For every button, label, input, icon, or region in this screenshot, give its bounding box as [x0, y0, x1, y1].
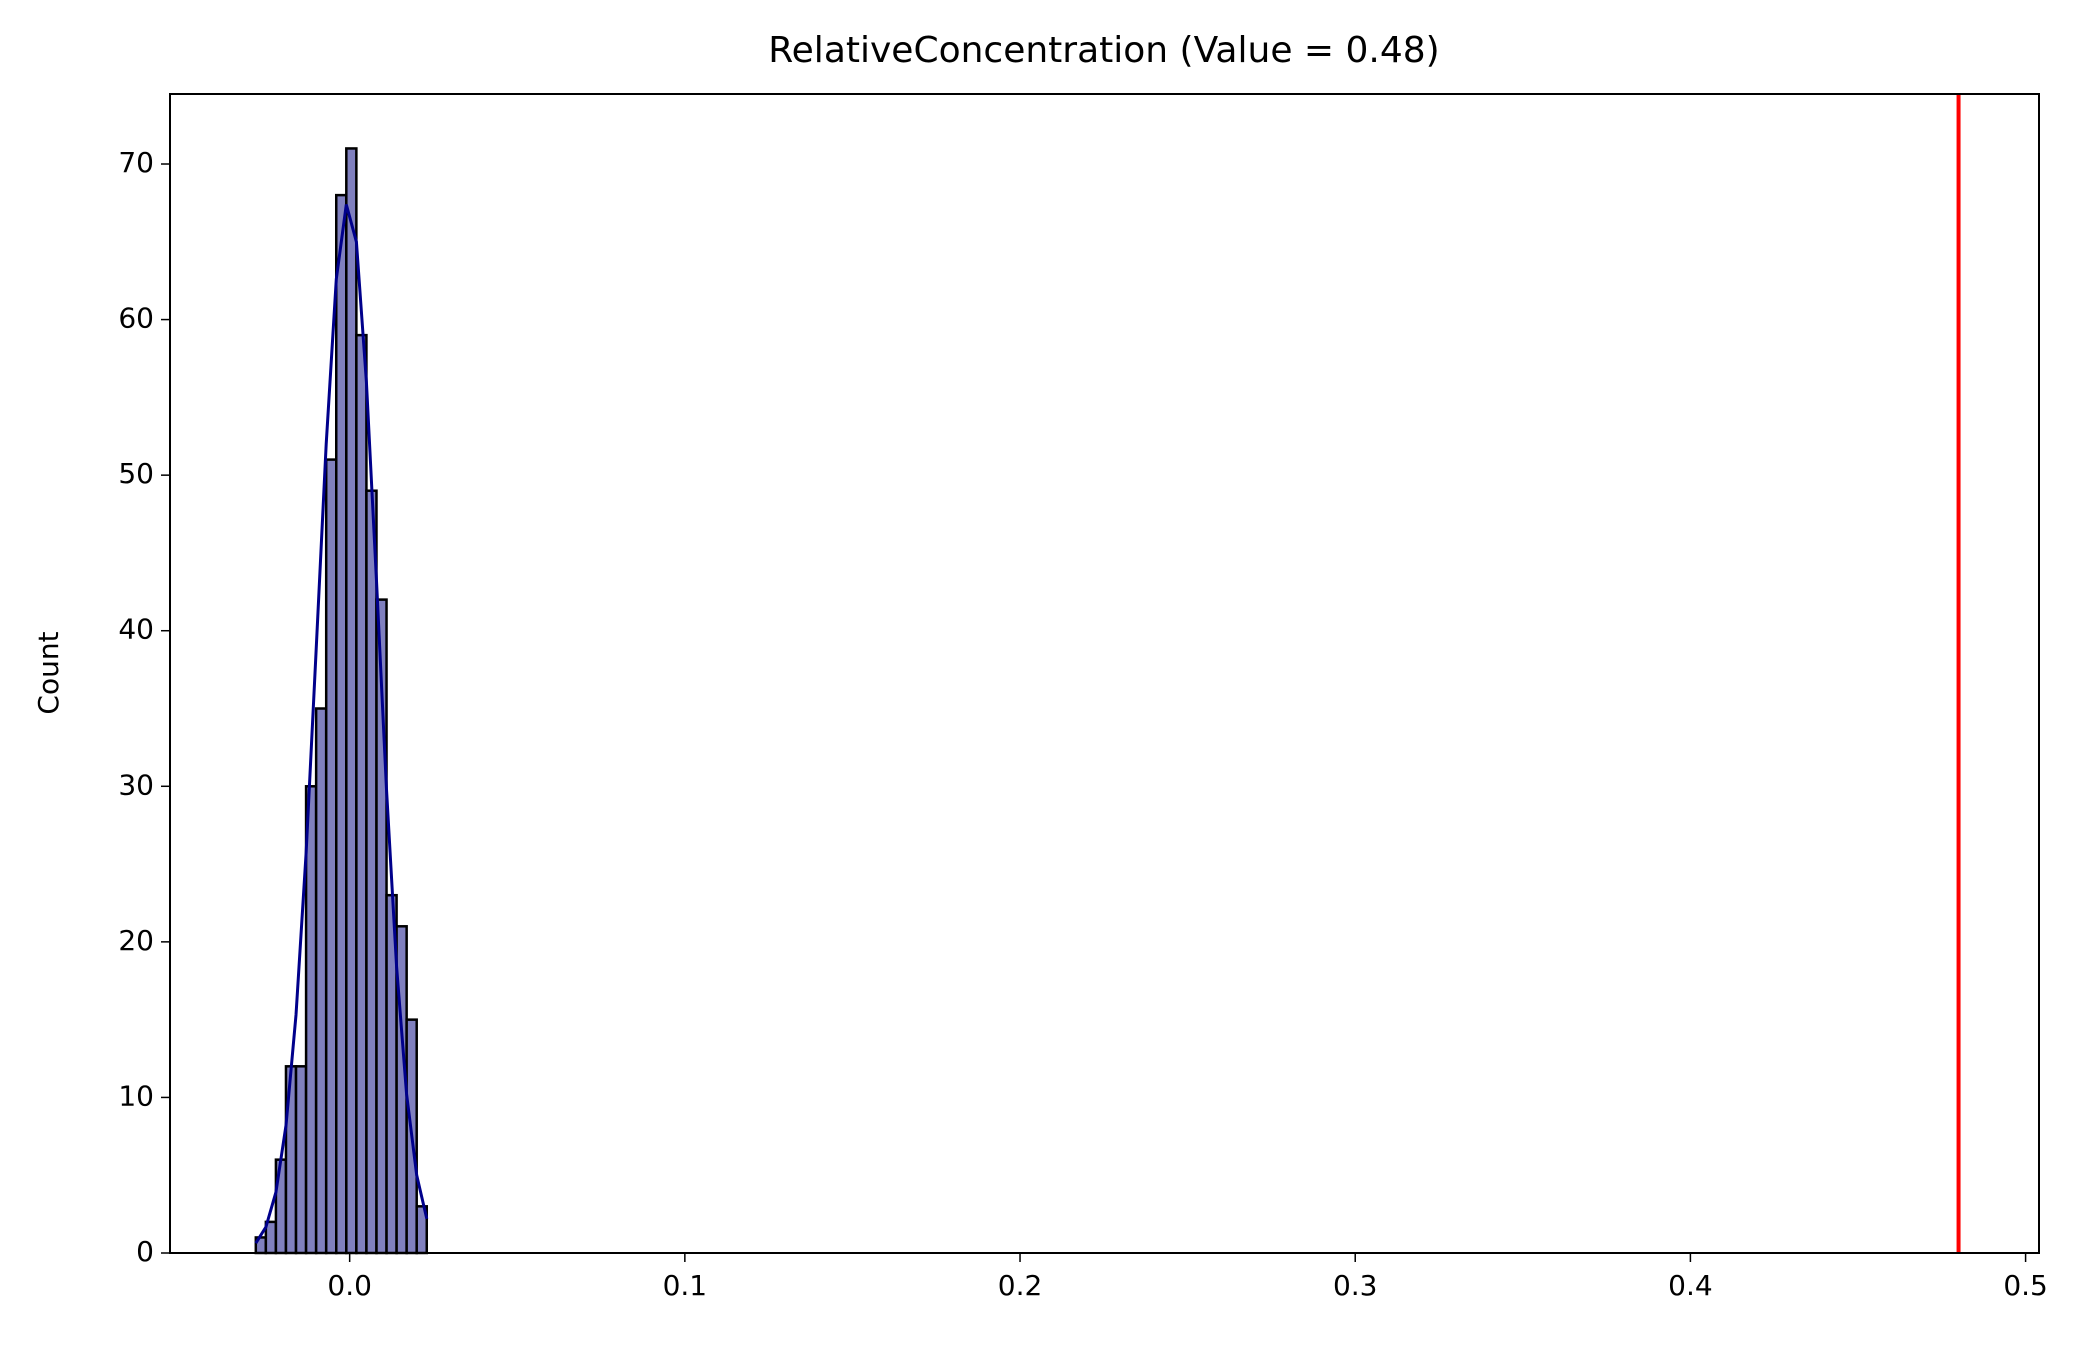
- histogram-bar: [294, 1065, 308, 1255]
- y-tick-label: 40: [118, 613, 154, 646]
- y-tick-label: 0: [136, 1235, 154, 1268]
- histogram-bar: [335, 193, 348, 1255]
- y-tick-label: 10: [118, 1079, 154, 1112]
- histogram-bar: [304, 785, 318, 1255]
- x-tick-label: 0.2: [998, 1269, 1043, 1302]
- y-axis-label: Count: [32, 631, 65, 714]
- chart-title: RelativeConcentration (Value = 0.48): [768, 30, 1439, 71]
- histogram-bar: [314, 707, 328, 1255]
- histogram-bar: [355, 333, 368, 1255]
- y-tick-label: 30: [118, 768, 154, 801]
- x-tick-label: 0.1: [663, 1269, 708, 1302]
- x-tick-label: 0.3: [1333, 1269, 1378, 1302]
- histogram-bar: [365, 489, 378, 1255]
- x-tick-label: 0.5: [2003, 1269, 2048, 1302]
- y-tick-label: 50: [118, 457, 154, 490]
- kde-line: [254, 204, 429, 1244]
- y-tick-label: 60: [118, 302, 154, 335]
- plot-frame: [169, 93, 2040, 1254]
- x-tick-label: 0.0: [327, 1269, 372, 1302]
- y-tick-label: 20: [118, 924, 154, 957]
- histogram-bar: [345, 147, 358, 1255]
- histogram-bar: [324, 458, 338, 1255]
- y-tick-label: 70: [118, 146, 154, 179]
- x-tick-label: 0.4: [1668, 1269, 1713, 1302]
